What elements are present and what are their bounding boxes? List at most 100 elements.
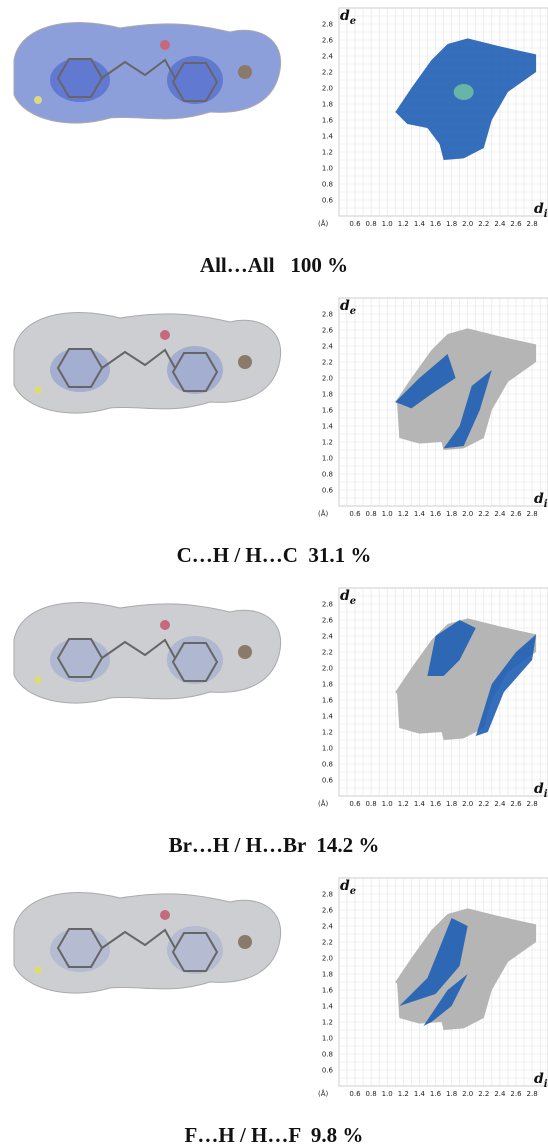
x-tick-label: 0.8 xyxy=(366,1090,377,1098)
hirshfeld-surface xyxy=(14,893,281,994)
y-tick-label: 2.6 xyxy=(322,327,334,335)
y-tick-label: 1.8 xyxy=(322,681,333,689)
axis-sub: e xyxy=(350,306,356,317)
x-tick-label: 2.6 xyxy=(510,1090,522,1098)
x-tick-label: 1.8 xyxy=(446,510,457,518)
x-tick-label: 0.8 xyxy=(366,800,377,808)
x-tick-label: 2.6 xyxy=(510,510,522,518)
y-tick-label: 0.8 xyxy=(322,471,333,479)
axis-letter: d xyxy=(340,298,350,314)
y-tick-label: 1.4 xyxy=(322,713,334,721)
x-tick-label: 1.4 xyxy=(414,510,426,518)
axis-sub: i xyxy=(544,1079,548,1090)
caption: Br…H / H…Br 14.2 % xyxy=(169,833,380,857)
x-tick-label: 2.6 xyxy=(510,800,522,808)
x-tick-label: 1.8 xyxy=(446,800,457,808)
fingerprint-plot: 0.60.60.80.81.01.01.21.21.41.41.61.61.81… xyxy=(318,8,548,228)
y-tick-label: 2.4 xyxy=(322,633,334,641)
y-tick-label: 1.6 xyxy=(322,987,334,995)
panel: 0.60.60.80.81.01.01.21.21.41.41.61.61.81… xyxy=(14,8,548,277)
x-tick-label: 1.6 xyxy=(430,1090,442,1098)
x-tick-label: 1.2 xyxy=(398,800,409,808)
y-tick-label: 2.6 xyxy=(322,37,334,45)
x-tick-label: 2.2 xyxy=(478,220,489,228)
x-tick-label: 2.4 xyxy=(494,1090,506,1098)
atom-o xyxy=(160,40,170,50)
y-tick-label: 1.6 xyxy=(322,407,334,415)
x-tick-label: 1.4 xyxy=(414,800,426,808)
y-tick-label: 2.8 xyxy=(322,891,333,899)
y-tick-label: 2.4 xyxy=(322,923,334,931)
y-tick-label: 2.0 xyxy=(322,665,333,673)
cloud-peak xyxy=(454,84,474,100)
y-tick-label: 2.4 xyxy=(322,343,334,351)
y-tick-label: 0.6 xyxy=(322,487,334,495)
y-tick-label: 2.0 xyxy=(322,375,333,383)
unit-label: (Å) xyxy=(318,509,329,518)
y-tick-label: 2.2 xyxy=(322,939,333,947)
x-tick-label: 2.8 xyxy=(527,1090,538,1098)
x-tick-label: 1.2 xyxy=(398,510,409,518)
axis-letter: d xyxy=(340,588,350,604)
panel: 0.60.60.80.81.01.01.21.21.41.41.61.61.81… xyxy=(14,878,548,1146)
x-tick-label: 2.8 xyxy=(527,800,538,808)
y-tick-label: 2.8 xyxy=(322,311,333,319)
panel: 0.60.60.80.81.01.01.21.21.41.41.61.61.81… xyxy=(14,298,548,567)
x-tick-label: 1.6 xyxy=(430,800,442,808)
y-tick-label: 2.6 xyxy=(322,907,334,915)
y-tick-label: 2.2 xyxy=(322,359,333,367)
x-tick-label: 1.2 xyxy=(398,220,409,228)
y-tick-label: 2.0 xyxy=(322,955,333,963)
y-tick-label: 1.6 xyxy=(322,117,334,125)
atom-br xyxy=(238,355,252,369)
fingerprint-plot: 0.60.60.80.81.01.01.21.21.41.41.61.61.81… xyxy=(318,588,548,808)
atom-f xyxy=(34,386,42,394)
axis-letter: d xyxy=(534,1071,544,1087)
x-tick-label: 2.4 xyxy=(494,220,506,228)
axis-letter: d xyxy=(534,491,544,507)
y-tick-label: 2.4 xyxy=(322,53,334,61)
y-tick-label: 2.0 xyxy=(322,85,333,93)
y-tick-label: 2.2 xyxy=(322,69,333,77)
y-tick-label: 1.0 xyxy=(322,1035,333,1043)
x-tick-label: 2.8 xyxy=(527,510,538,518)
axis-letter: d xyxy=(340,8,350,24)
y-tick-label: 1.6 xyxy=(322,697,334,705)
y-tick-label: 2.8 xyxy=(322,21,333,29)
x-tick-label: 1.2 xyxy=(398,1090,409,1098)
y-tick-label: 1.4 xyxy=(322,1003,334,1011)
y-tick-label: 0.6 xyxy=(322,1067,334,1075)
y-tick-label: 1.4 xyxy=(322,423,334,431)
y-tick-label: 1.2 xyxy=(322,729,333,737)
x-tick-label: 1.8 xyxy=(446,1090,457,1098)
caption: All…All 100 % xyxy=(200,253,348,277)
x-tick-label: 2.8 xyxy=(527,220,538,228)
axis-sub: e xyxy=(350,596,356,607)
x-tick-label: 1.4 xyxy=(414,220,426,228)
y-tick-label: 1.4 xyxy=(322,133,334,141)
atom-br xyxy=(238,935,252,949)
y-tick-label: 1.2 xyxy=(322,1019,333,1027)
x-tick-label: 1.4 xyxy=(414,1090,426,1098)
x-tick-label: 2.4 xyxy=(494,510,506,518)
cloud-gray xyxy=(397,688,442,734)
y-tick-label: 1.0 xyxy=(322,455,333,463)
atom-br xyxy=(238,65,252,79)
figure: 0.6 0.6 0.8 0.8 1.0 1.0 1.2 1.2 1.4 1.4 1.6 1.6 1.8 1… xyxy=(0,0,548,1146)
x-tick-label: 0.6 xyxy=(349,800,361,808)
unit-label: (Å) xyxy=(318,1089,329,1098)
y-tick-label: 1.8 xyxy=(322,971,333,979)
hirshfeld-surface xyxy=(14,23,281,124)
x-tick-label: 0.6 xyxy=(349,1090,361,1098)
y-tick-label: 1.2 xyxy=(322,149,333,157)
y-tick-label: 1.0 xyxy=(322,745,333,753)
y-tick-label: 0.8 xyxy=(322,761,333,769)
x-tick-label: 1.0 xyxy=(382,800,393,808)
x-tick-label: 2.0 xyxy=(462,800,473,808)
x-tick-label: 1.8 xyxy=(446,220,457,228)
x-tick-label: 2.2 xyxy=(478,510,489,518)
axis-letter: d xyxy=(340,878,350,894)
x-tick-label: 2.0 xyxy=(462,510,473,518)
x-tick-label: 1.0 xyxy=(382,1090,393,1098)
axis-letter: d xyxy=(534,201,544,217)
